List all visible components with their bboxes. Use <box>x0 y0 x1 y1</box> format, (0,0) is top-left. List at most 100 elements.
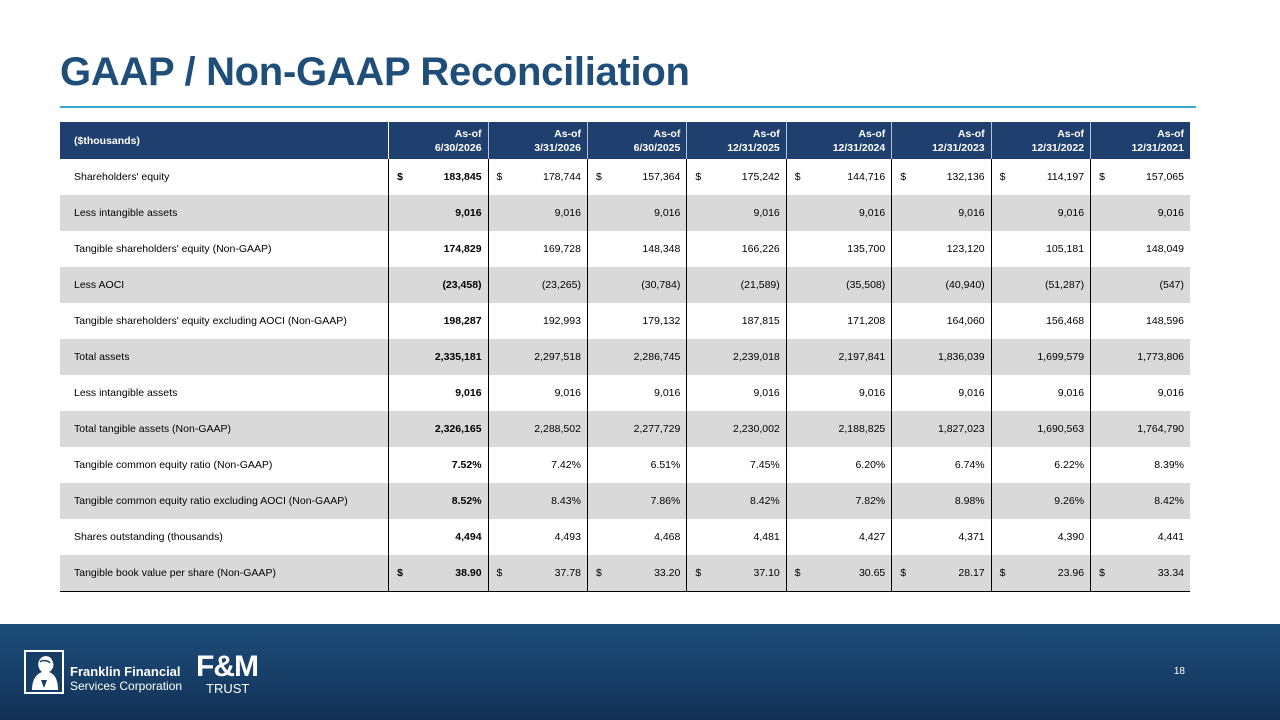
cell-value: 9,016 <box>455 207 482 219</box>
table-cell: 148,348 <box>587 231 688 267</box>
cell-value: 9,016 <box>958 207 985 219</box>
cell-value: 2,239,018 <box>733 351 780 363</box>
table-cell: 2,286,745 <box>587 339 688 375</box>
table-row: Tangible shareholders' equity excluding … <box>60 303 1190 339</box>
row-label: Less AOCI <box>60 267 390 303</box>
table-cell: 4,493 <box>488 519 588 555</box>
column-header: As-of 6/30/2026 <box>388 122 489 159</box>
table-cell: 2,288,502 <box>488 411 588 447</box>
table-cell: 166,226 <box>686 231 787 267</box>
table-cell: 148,596 <box>1091 303 1190 339</box>
cell-value: 148,049 <box>1146 243 1184 255</box>
cell-value: 156,468 <box>1046 315 1085 327</box>
cell-value: 33.20 <box>654 567 681 579</box>
cell-value: 157,364 <box>642 171 681 183</box>
row-label: Total tangible assets (Non-GAAP) <box>60 411 390 447</box>
cell-value: 9,016 <box>1157 207 1184 219</box>
cell-value: (21,589) <box>740 279 780 291</box>
table-cell: (23,265) <box>488 267 588 303</box>
table-cell: 9,016 <box>991 195 1092 231</box>
column-header: As-of 12/31/2025 <box>686 122 787 159</box>
table-row: Shares outstanding (thousands) 4,494 4,493… <box>60 519 1190 555</box>
row-label: Total assets <box>60 339 390 375</box>
table-row: Less AOCI (23,458) (23,265) (30,784) (21,589… <box>60 267 1190 303</box>
cell-value: 2,286,745 <box>633 351 681 363</box>
table-cell: (547) <box>1090 267 1190 303</box>
table-cell: 1,764,790 <box>1090 411 1190 447</box>
cell-value: 8.42% <box>1154 495 1184 507</box>
table-cell: 192,993 <box>488 303 588 339</box>
table-cell: 2,197,841 <box>786 339 893 375</box>
dollar-sign: $ <box>900 171 907 183</box>
cell-value: (23,458) <box>442 279 482 291</box>
table-cell: 1,836,039 <box>891 339 992 375</box>
cell-value: 4,371 <box>958 531 985 543</box>
table-cell: (35,508) <box>786 267 893 303</box>
cell-value: 9,016 <box>858 387 886 399</box>
cell-value: 2,230,002 <box>733 423 780 435</box>
cell-value: 7.82% <box>855 495 886 507</box>
column-header: As-of 12/31/2023 <box>891 122 992 159</box>
table-cell: $33.20 <box>587 555 688 592</box>
table-row: Shareholders' equity $183,845 $178,744 $157… <box>60 159 1190 195</box>
table-cell: 7.42% <box>488 447 588 483</box>
table-cell: 1,699,579 <box>991 339 1092 375</box>
cell-value: 4,390 <box>1057 531 1085 543</box>
table-cell: 7.52% <box>388 447 489 483</box>
cell-value: 9,016 <box>554 387 581 399</box>
column-header-line1: As-of <box>957 127 985 140</box>
cell-value: 9,016 <box>455 387 482 399</box>
table-cell: $30.65 <box>786 555 893 592</box>
cell-value: 1,690,563 <box>1037 423 1085 435</box>
cell-value: 9,016 <box>753 387 780 399</box>
table-cell: 9,016 <box>786 195 893 231</box>
table-row: Tangible common equity ratio excluding A… <box>60 483 1190 519</box>
column-header: As-of 12/31/2022 <box>991 122 1092 159</box>
cell-value: 1,699,579 <box>1037 351 1085 363</box>
cell-value: 6.74% <box>954 459 985 471</box>
dollar-sign: $ <box>695 567 702 579</box>
table-cell: 9,016 <box>587 375 688 411</box>
table-cell: 9,016 <box>1090 195 1190 231</box>
table-cell: 2,188,825 <box>786 411 893 447</box>
table-cell: 9,016 <box>488 195 588 231</box>
table-cell: $33.34 <box>1090 555 1190 592</box>
cell-value: 7.86% <box>650 495 681 507</box>
table-cell: 123,120 <box>891 231 992 267</box>
cell-value: 148,596 <box>1146 315 1184 327</box>
table-row: Total tangible assets (Non-GAAP) 2,326,16… <box>60 411 1190 447</box>
cell-value: 2,326,165 <box>434 423 482 435</box>
dollar-sign: $ <box>999 567 1006 579</box>
title-divider <box>60 106 1196 108</box>
table-cell: 4,427 <box>786 519 893 555</box>
cell-value: 2,297,518 <box>534 351 581 363</box>
row-label: Tangible book value per share (Non-GAAP) <box>60 555 390 592</box>
table-cell: 9,016 <box>891 195 992 231</box>
column-header-date: 12/31/2022 <box>1031 141 1085 154</box>
table-cell: 9.26% <box>991 483 1092 519</box>
cell-value: 9,016 <box>1157 387 1184 399</box>
company-name-line2: Services Corporation <box>70 679 183 693</box>
company-name-line1: Franklin Financial <box>70 664 181 679</box>
cell-value: 4,493 <box>554 531 581 543</box>
table-cell: 148,049 <box>1091 231 1190 267</box>
table-cell: 2,230,002 <box>686 411 787 447</box>
table-row: Less intangible assets 9,016 9,016 9,016 9,0… <box>60 195 1190 231</box>
table-cell: $114,197 <box>991 159 1092 195</box>
table-cell: 9,016 <box>686 195 787 231</box>
column-header-date: 12/31/2021 <box>1131 141 1184 154</box>
cell-value: (30,784) <box>641 279 681 291</box>
fm-trust-logo: F&M TRUST <box>196 652 276 697</box>
table-cell: 169,728 <box>488 231 588 267</box>
cell-value: (35,508) <box>846 279 886 291</box>
page-number: 18 <box>1173 666 1185 677</box>
table-cell: 9,016 <box>388 375 489 411</box>
cell-value: 4,427 <box>858 531 886 543</box>
table-cell: 179,132 <box>587 303 688 339</box>
table-cell: 7.86% <box>587 483 688 519</box>
row-label: Shares outstanding (thousands) <box>60 519 390 555</box>
table-cell: 9,016 <box>891 375 992 411</box>
table-cell: 6.20% <box>786 447 893 483</box>
column-header: As-of 12/31/2024 <box>786 122 893 159</box>
table-cell: 8.43% <box>488 483 588 519</box>
